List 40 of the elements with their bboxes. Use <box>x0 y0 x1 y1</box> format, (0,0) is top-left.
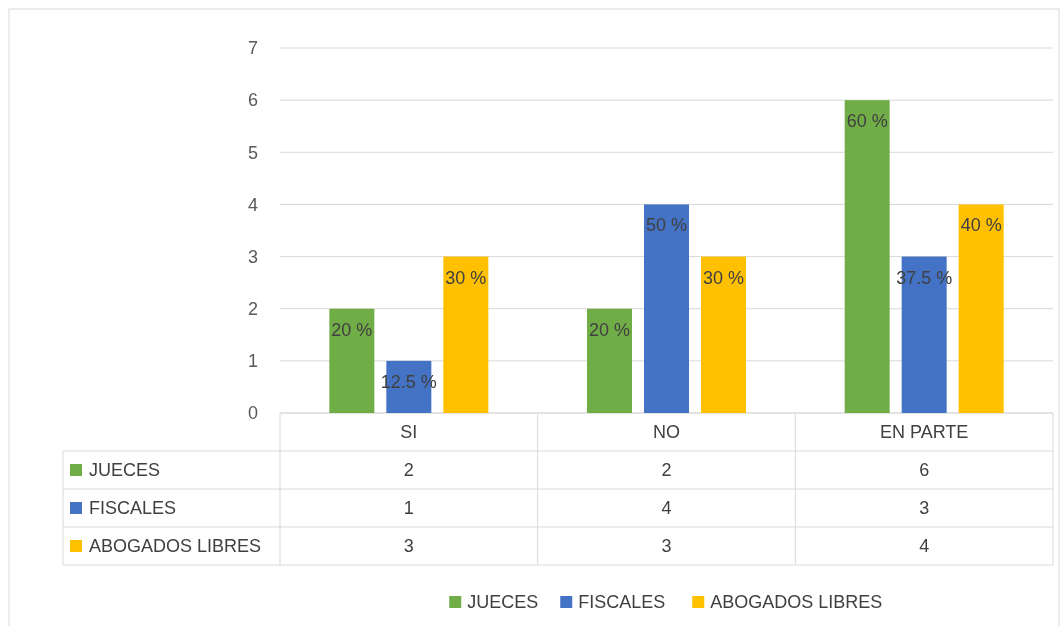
annotation: 20 % <box>331 319 373 340</box>
legend-label: FISCALES <box>578 592 666 613</box>
y-tick-label: 0 <box>247 403 259 424</box>
annotation: 50 % <box>645 215 688 236</box>
data-label: 4 <box>919 536 930 557</box>
annotation: 30 % <box>702 267 745 288</box>
annotation: 40 % <box>960 215 1002 236</box>
x-tick-label: NO <box>653 422 680 443</box>
data-label: 4 <box>661 498 672 519</box>
bar <box>329 308 375 413</box>
bar <box>644 204 689 413</box>
text: JUECES <box>467 592 539 613</box>
bar <box>958 204 1004 413</box>
data-label: 6 <box>919 460 930 481</box>
text: ABOGADOS LIBRES <box>89 536 262 557</box>
annotation: 60 % <box>846 111 888 132</box>
data-label: 2 <box>661 460 672 481</box>
data-label: 2 <box>403 460 414 481</box>
x-tick-label: EN PARTE <box>879 422 969 443</box>
y-tick-label: 6 <box>247 90 259 111</box>
annotation: 30 % <box>445 267 487 288</box>
y-tick-label: 5 <box>247 142 259 163</box>
bar <box>701 256 746 413</box>
data-label: 3 <box>403 536 414 557</box>
bar <box>443 256 489 413</box>
legend-label: ABOGADOS LIBRES <box>710 592 883 613</box>
text: FISCALES <box>89 498 177 519</box>
x-tick-label: SI <box>400 422 418 443</box>
y-tick-label: 2 <box>247 299 259 320</box>
data-label: 3 <box>919 498 930 519</box>
bar <box>844 100 890 413</box>
y-tick-label: 1 <box>247 351 259 372</box>
bar <box>587 308 632 413</box>
data-label: 3 <box>661 536 672 557</box>
y-tick-label: 4 <box>247 194 259 215</box>
y-tick-label: 3 <box>247 246 259 267</box>
annotation: 20 % <box>588 319 631 340</box>
data-label: 1 <box>403 498 414 519</box>
legend-label: JUECES <box>89 460 161 481</box>
y-tick-label: 7 <box>247 38 259 59</box>
